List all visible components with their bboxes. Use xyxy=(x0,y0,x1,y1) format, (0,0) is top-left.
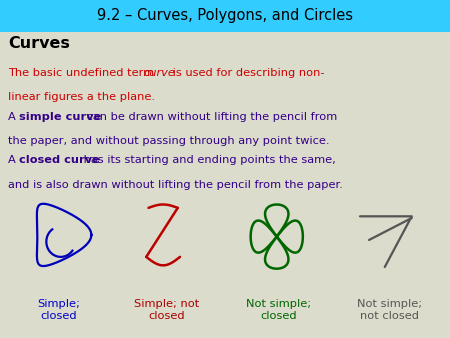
FancyBboxPatch shape xyxy=(0,0,450,32)
Text: has its starting and ending points the same,: has its starting and ending points the s… xyxy=(80,155,336,166)
Text: the paper, and without passing through any point twice.: the paper, and without passing through a… xyxy=(8,136,329,146)
Text: The basic undefined term: The basic undefined term xyxy=(8,68,158,78)
Text: closed curve: closed curve xyxy=(19,155,100,166)
Text: Not simple;
closed: Not simple; closed xyxy=(247,299,311,321)
Text: simple curve: simple curve xyxy=(19,112,102,122)
Text: and is also drawn without lifting the pencil from the paper.: and is also drawn without lifting the pe… xyxy=(8,180,343,190)
Text: can be drawn without lifting the pencil from: can be drawn without lifting the pencil … xyxy=(83,112,338,122)
Text: A: A xyxy=(8,155,19,166)
Text: curve: curve xyxy=(143,68,175,78)
Text: A: A xyxy=(8,112,19,122)
Text: Not simple;
not closed: Not simple; not closed xyxy=(357,299,422,321)
Text: 9.2 – Curves, Polygons, and Circles: 9.2 – Curves, Polygons, and Circles xyxy=(97,8,353,23)
Text: Simple; not
closed: Simple; not closed xyxy=(134,299,199,321)
Text: linear figures a the plane.: linear figures a the plane. xyxy=(8,92,155,102)
Text: Curves: Curves xyxy=(8,37,70,51)
Text: is used for describing non-: is used for describing non- xyxy=(169,68,325,78)
Text: Simple;
closed: Simple; closed xyxy=(37,299,80,321)
